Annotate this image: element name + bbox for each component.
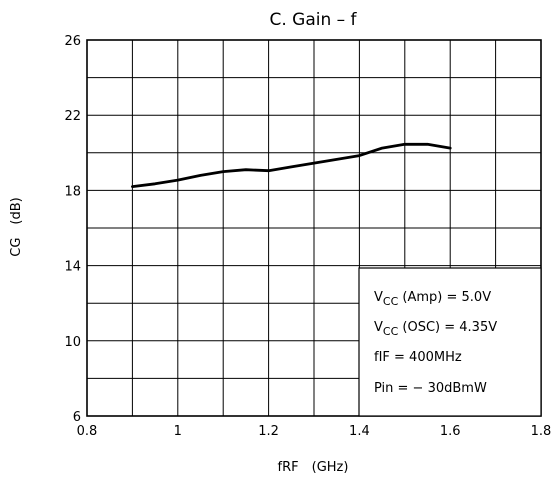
conditions-annotations: VCC (Amp) = 5.0V VCC (OSC) = 4.35V fIF = 4… xyxy=(374,290,497,396)
x-tick-label: 1 xyxy=(174,424,182,439)
x-tick-label: 1.6 xyxy=(440,424,461,439)
y-tick-label: 26 xyxy=(64,34,81,49)
y-tick-label: 22 xyxy=(64,109,81,124)
y-tick-label: 18 xyxy=(64,184,81,199)
x-axis-label: fRF (GHz) xyxy=(278,460,349,475)
condition-text: VCC (Amp) = 5.0V xyxy=(374,290,491,308)
x-tick-label: 1.4 xyxy=(349,424,370,439)
condition-text: VCC (OSC) = 4.35V xyxy=(374,320,497,338)
condition-text: fIF = 400MHz xyxy=(374,350,462,365)
condition-text: Pin = − 30dBmW xyxy=(374,381,487,396)
y-tick-label: 6 xyxy=(73,410,81,425)
y-axis-label: CG (dB) xyxy=(9,197,24,256)
conditions-box xyxy=(358,267,542,417)
plot-area-frame xyxy=(86,39,542,417)
tick-labels: 0.8 1 1.2 1.4 1.6 1.8 6 10 14 18 22 26 xyxy=(64,34,551,439)
y-tick-label: 14 xyxy=(64,260,81,275)
y-tick-label: 10 xyxy=(64,335,81,350)
chart-title: C. Gain – f xyxy=(269,10,357,30)
x-tick-label: 0.8 xyxy=(77,424,98,439)
x-tick-label: 1.8 xyxy=(531,424,552,439)
x-tick-label: 1.2 xyxy=(258,424,279,439)
series-line-gain xyxy=(131,142,452,188)
